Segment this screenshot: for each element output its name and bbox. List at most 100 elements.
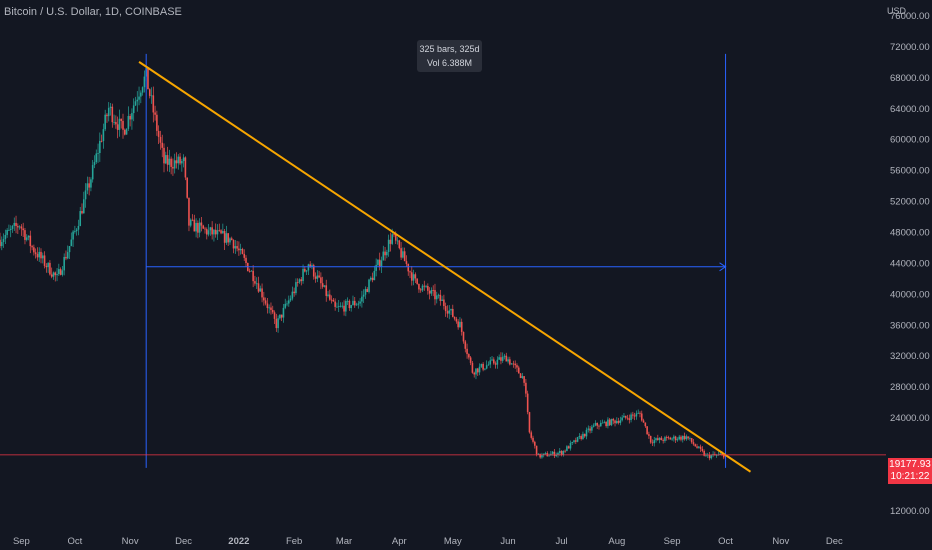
y-axis[interactable]: 12000.0016000.0024000.0028000.0032000.00… [890,11,930,517]
candle-body [254,281,256,284]
last-price-tag: 19177.93 10:21:22 [888,458,932,484]
candle-body [200,222,203,226]
candle-body [366,289,369,292]
candle-body [555,454,558,457]
candle-body [125,128,128,135]
candle-body [107,107,110,117]
y-tick-label: 60000.00 [890,135,930,146]
candle-body [243,253,246,258]
candle-body [218,230,221,232]
candle-body [154,112,156,115]
candle-body [674,436,677,441]
candle-body [18,226,21,228]
candle-body [312,265,315,277]
candle-body [38,251,41,258]
candle-body [45,265,48,268]
candle-body [122,120,124,130]
candle-body [346,300,349,302]
candle-body [24,230,26,240]
candle-body [234,246,237,249]
candle-body [209,227,212,231]
candle-body [181,161,183,164]
candle-body [489,360,492,365]
candle-body [66,252,69,259]
y-tick-label: 40000.00 [890,289,930,300]
candle-body [601,422,604,424]
candle-body [182,157,185,162]
candle-body [102,129,105,142]
candle-body [687,436,689,439]
candle-body [304,268,306,272]
x-tick-label: Aug [608,536,625,547]
candle-body [548,455,550,457]
candle-body [428,290,431,294]
candle-body [446,311,449,314]
candle-body [607,419,609,427]
candle-body [576,436,579,442]
candle-body [517,367,520,374]
candle-body [701,448,704,451]
candle-body [65,256,67,259]
candle-body [327,294,329,296]
candle-body [257,283,260,292]
candle-body [320,277,322,284]
y-tick-label: 52000.00 [890,197,930,208]
candle-body [156,114,158,131]
candle-body [31,246,33,248]
candle-body [596,422,599,426]
candle-body [61,270,64,275]
candle-body [168,158,171,165]
candle-body [450,308,452,311]
candle-body [282,307,285,318]
candle-body [287,300,290,304]
candle-body [603,421,606,423]
candle-body [425,286,427,287]
candle-body [291,291,294,299]
measure-tool[interactable] [145,53,727,468]
candle-body [394,234,397,241]
candle-body [140,92,142,97]
candle-body [131,113,133,120]
candle-body [50,274,53,277]
candle-body [123,129,126,135]
candle-body [444,306,447,312]
x-axis[interactable]: Sep Oct Nov Dec 2022 Feb Mar Apr May Jun Jul Aug Sep… [13,536,843,547]
candle-body [657,438,659,440]
candle-body [334,301,336,307]
candle-body [72,231,74,240]
candle-body [373,270,376,281]
x-tick-label: Nov [122,536,139,547]
candle-body [106,114,108,117]
candle-body [409,271,411,273]
candle-body [667,437,670,439]
measure-info-box: 325 bars, 325d Vol 6.388M [417,40,482,72]
candle-body [514,363,516,366]
candle-body [386,251,388,256]
candle-body [143,76,146,88]
candle-body [473,372,475,375]
candle-body [58,269,60,275]
candle-body [0,239,1,247]
x-tick-label: Sep [664,536,681,547]
candle-body [541,454,543,458]
candle-body [544,453,547,454]
candle-body [40,251,42,259]
candle-body [298,279,301,283]
candle-body [330,299,333,301]
candle-body [523,376,525,383]
candle-body [84,190,87,200]
candle-body [644,422,647,427]
candle-body [239,248,242,251]
candle-body [560,451,563,455]
candle-body [204,228,206,230]
candle-body [43,255,46,266]
candle-body [530,432,533,438]
candle-body [642,420,645,423]
candle-body [357,303,360,305]
trendline[interactable] [138,61,752,473]
candle-body [25,237,28,240]
candle-body [439,294,442,301]
x-tick-label: May [444,536,462,547]
candle-body [52,272,55,277]
